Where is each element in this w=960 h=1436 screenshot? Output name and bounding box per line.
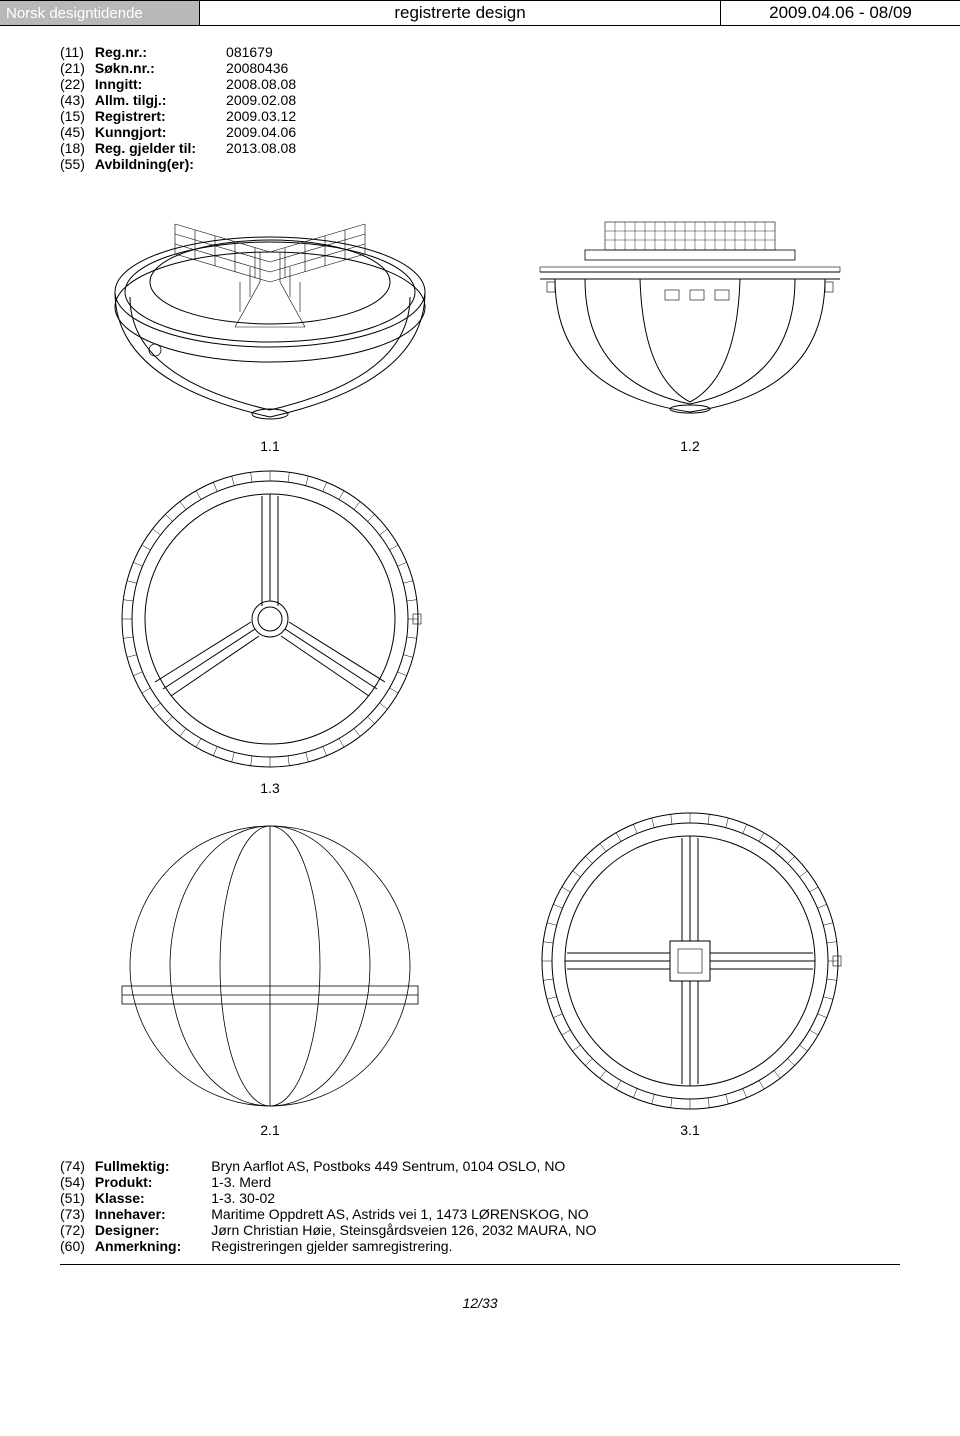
- page-content: (11)Reg.nr.:081679(21)Søkn.nr.:20080436(…: [0, 26, 960, 1331]
- field-value: [226, 156, 296, 172]
- figure-1-3: 1.3: [60, 464, 480, 796]
- drawing-2-1: [120, 816, 420, 1116]
- field-label: Designer:: [95, 1222, 211, 1238]
- field-row: (22)Inngitt:2008.08.08: [60, 76, 296, 92]
- field-label: Innehaver:: [95, 1206, 211, 1222]
- field-row: (21)Søkn.nr.:20080436: [60, 60, 296, 76]
- field-value: Bryn Aarflot AS, Postboks 449 Sentrum, 0…: [211, 1158, 596, 1174]
- field-label: Klasse:: [95, 1190, 211, 1206]
- field-value: 2013.08.08: [226, 140, 296, 156]
- header-bar: Norsk designtidende registrerte design 2…: [0, 0, 960, 26]
- field-row: (54)Produkt:1-3. Merd: [60, 1174, 596, 1190]
- field-label: Søkn.nr.:: [95, 60, 226, 76]
- figure-1-1: 1.1: [60, 182, 480, 454]
- field-code: (72): [60, 1222, 95, 1238]
- field-code: (11): [60, 44, 95, 60]
- field-value: 2009.02.08: [226, 92, 296, 108]
- field-row: (60)Anmerkning:Registreringen gjelder sa…: [60, 1238, 596, 1254]
- field-label: Kunngjort:: [95, 124, 226, 140]
- figure-label-1-2: 1.2: [680, 438, 699, 454]
- field-code: (45): [60, 124, 95, 140]
- page-number: 12/33: [60, 1295, 900, 1311]
- field-label: Fullmektig:: [95, 1158, 211, 1174]
- top-fields: (11)Reg.nr.:081679(21)Søkn.nr.:20080436(…: [60, 44, 296, 172]
- figure-label-3-1: 3.1: [680, 1122, 699, 1138]
- field-code: (15): [60, 108, 95, 124]
- field-code: (21): [60, 60, 95, 76]
- field-code: (60): [60, 1238, 95, 1254]
- field-row: (72)Designer:Jørn Christian Høie, Steins…: [60, 1222, 596, 1238]
- field-value: 081679: [226, 44, 296, 60]
- field-label: Anmerkning:: [95, 1238, 211, 1254]
- field-label: Reg. gjelder til:: [95, 140, 226, 156]
- field-code: (73): [60, 1206, 95, 1222]
- figure-2-1: 2.1: [60, 816, 480, 1138]
- field-row: (15)Registrert:2009.03.12: [60, 108, 296, 124]
- figure-row-2: 1.3: [60, 464, 900, 796]
- field-row: (55)Avbildning(er):: [60, 156, 296, 172]
- bottom-fields: (74)Fullmektig:Bryn Aarflot AS, Postboks…: [60, 1158, 596, 1254]
- field-value: 1-3. Merd: [211, 1174, 596, 1190]
- field-value: 2009.04.06: [226, 124, 296, 140]
- field-code: (54): [60, 1174, 95, 1190]
- separator-line: [60, 1264, 900, 1265]
- header-left: Norsk designtidende: [0, 1, 200, 25]
- field-label: Avbildning(er):: [95, 156, 226, 172]
- figure-row-3: 2.1: [60, 806, 900, 1138]
- field-row: (74)Fullmektig:Bryn Aarflot AS, Postboks…: [60, 1158, 596, 1174]
- field-value: Maritime Oppdrett AS, Astrids vei 1, 147…: [211, 1206, 596, 1222]
- field-label: Allm. tilgj.:: [95, 92, 226, 108]
- field-value: 1-3. 30-02: [211, 1190, 596, 1206]
- field-label: Inngitt:: [95, 76, 226, 92]
- figure-label-2-1: 2.1: [260, 1122, 279, 1138]
- field-code: (43): [60, 92, 95, 108]
- figure-3-1: 3.1: [480, 806, 900, 1138]
- header-center: registrerte design: [200, 1, 720, 25]
- figure-label-1-1: 1.1: [260, 438, 279, 454]
- drawing-1-3: [115, 464, 425, 774]
- figure-row-1: 1.1: [60, 182, 900, 454]
- field-row: (51)Klasse:1-3. 30-02: [60, 1190, 596, 1206]
- field-code: (18): [60, 140, 95, 156]
- field-row: (73)Innehaver:Maritime Oppdrett AS, Astr…: [60, 1206, 596, 1222]
- field-value: Registreringen gjelder samregistrering.: [211, 1238, 596, 1254]
- field-code: (51): [60, 1190, 95, 1206]
- field-value: 20080436: [226, 60, 296, 76]
- field-value: 2008.08.08: [226, 76, 296, 92]
- field-row: (45)Kunngjort:2009.04.06: [60, 124, 296, 140]
- field-row: (18)Reg. gjelder til:2013.08.08: [60, 140, 296, 156]
- figure-1-2: 1.2: [480, 182, 900, 454]
- field-label: Produkt:: [95, 1174, 211, 1190]
- field-code: (22): [60, 76, 95, 92]
- field-code: (74): [60, 1158, 95, 1174]
- field-label: Registrert:: [95, 108, 226, 124]
- drawing-1-1: [105, 182, 435, 432]
- header-right: 2009.04.06 - 08/09: [720, 1, 960, 25]
- drawing-1-2: [525, 182, 855, 432]
- field-label: Reg.nr.:: [95, 44, 226, 60]
- field-row: (43)Allm. tilgj.:2009.02.08: [60, 92, 296, 108]
- field-value: Jørn Christian Høie, Steinsgårdsveien 12…: [211, 1222, 596, 1238]
- figure-label-1-3: 1.3: [260, 780, 279, 796]
- field-row: (11)Reg.nr.:081679: [60, 44, 296, 60]
- field-value: 2009.03.12: [226, 108, 296, 124]
- field-code: (55): [60, 156, 95, 172]
- drawing-3-1: [535, 806, 845, 1116]
